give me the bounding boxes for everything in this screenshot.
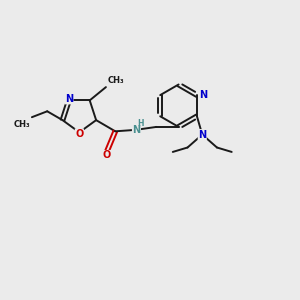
Text: N: N	[65, 94, 73, 104]
Text: N: N	[199, 89, 207, 100]
Text: N: N	[132, 125, 140, 135]
Text: CH₃: CH₃	[108, 76, 124, 85]
Text: O: O	[75, 129, 83, 139]
Text: CH₃: CH₃	[14, 120, 30, 129]
Text: O: O	[102, 151, 111, 160]
Text: N: N	[198, 130, 206, 140]
Text: H: H	[138, 119, 144, 128]
